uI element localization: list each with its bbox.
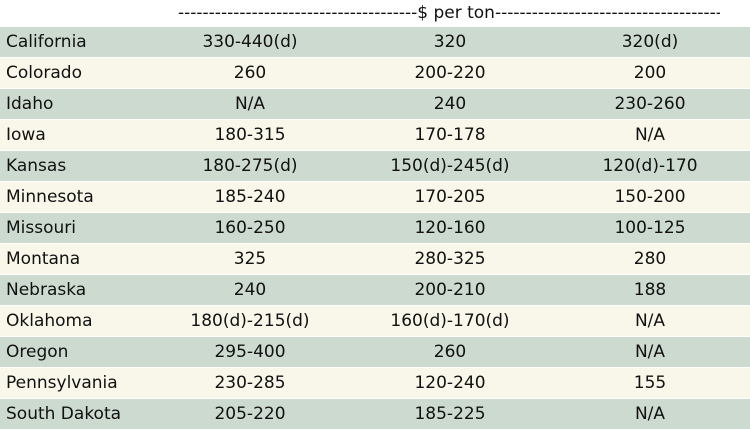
price-col-2: 240: [433, 94, 467, 114]
state-name: Minnesota: [6, 187, 94, 207]
state-name: Idaho: [6, 94, 54, 114]
price-col-3: 280: [633, 249, 667, 269]
table-row: California 330-440(d) 320 320(d): [0, 26, 750, 57]
table-row: Montana 325 280-325 280: [0, 243, 750, 274]
table-row: Kansas 180-275(d) 150(d)-245(d) 120(d)-1…: [0, 150, 750, 181]
price-col-3: 320(d): [621, 32, 679, 52]
table-row: Nebraska 240 200-210 188: [0, 274, 750, 305]
price-col-2: 170-205: [414, 187, 486, 207]
state-name: Kansas: [6, 156, 67, 176]
table-row: Minnesota 185-240 170-205 150-200: [0, 181, 750, 212]
price-col-2: 170-178: [414, 125, 486, 145]
state-name: California: [6, 32, 87, 52]
price-col-3: 200: [633, 63, 667, 83]
unit-header-label: ---------------------------------------$…: [178, 3, 720, 23]
table-row: Oregon 295-400 260 N/A: [0, 336, 750, 367]
table-row: South Dakota 205-220 185-225 N/A: [0, 398, 750, 429]
state-name: Oklahoma: [6, 311, 93, 331]
table-row: Missouri 160-250 120-160 100-125: [0, 212, 750, 243]
price-col-1: 260: [233, 63, 267, 83]
price-col-1: 180-275(d): [202, 156, 298, 176]
price-col-3: 230-260: [614, 94, 686, 114]
price-col-1: 160-250: [214, 218, 286, 238]
price-col-3: 155: [633, 373, 667, 393]
state-name: Colorado: [6, 63, 82, 83]
price-col-3: 188: [633, 280, 667, 300]
price-col-2: 320: [433, 32, 467, 52]
table-row: Oklahoma 180(d)-215(d) 160(d)-170(d) N/A: [0, 305, 750, 336]
price-col-3: 150-200: [614, 187, 686, 207]
state-name: Iowa: [6, 125, 46, 145]
table-row: Idaho N/A 240 230-260: [0, 88, 750, 119]
state-name: South Dakota: [6, 404, 122, 424]
price-col-2: 260: [433, 342, 467, 362]
price-col-1: 185-240: [214, 187, 286, 207]
price-col-1: 330-440(d): [202, 32, 298, 52]
price-col-2: 120-160: [414, 218, 486, 238]
state-name: Pennsylvania: [6, 373, 118, 393]
price-col-1: 180(d)-215(d): [190, 311, 310, 331]
price-col-3: N/A: [634, 311, 666, 331]
state-name: Montana: [6, 249, 81, 269]
table-row: Iowa 180-315 170-178 N/A: [0, 119, 750, 150]
price-col-2: 200-220: [414, 63, 486, 83]
state-name: Nebraska: [6, 280, 87, 300]
price-col-1: 240: [233, 280, 267, 300]
price-col-2: 280-325: [414, 249, 486, 269]
state-name: Oregon: [6, 342, 69, 362]
price-col-2: 200-210: [414, 280, 486, 300]
table-header: ---------------------------------------$…: [0, 0, 750, 26]
price-col-1: 205-220: [214, 404, 286, 424]
price-col-3: 120(d)-170: [602, 156, 698, 176]
price-col-2: 185-225: [414, 404, 486, 424]
price-col-3: N/A: [634, 342, 666, 362]
table-body: California 330-440(d) 320 320(d) Colorad…: [0, 26, 750, 429]
price-col-2: 150(d)-245(d): [390, 156, 510, 176]
price-col-2: 120-240: [414, 373, 486, 393]
price-col-3: 100-125: [614, 218, 686, 238]
price-col-1: 230-285: [214, 373, 286, 393]
table-row: Pennsylvania 230-285 120-240 155: [0, 367, 750, 398]
price-col-3: N/A: [634, 404, 666, 424]
price-col-1: 325: [233, 249, 267, 269]
price-col-1: 180-315: [214, 125, 286, 145]
price-col-2: 160(d)-170(d): [390, 311, 510, 331]
price-col-3: N/A: [634, 125, 666, 145]
state-name: Missouri: [6, 218, 76, 238]
price-col-1: N/A: [234, 94, 266, 114]
price-col-1: 295-400: [214, 342, 286, 362]
table-row: Colorado 260 200-220 200: [0, 57, 750, 88]
